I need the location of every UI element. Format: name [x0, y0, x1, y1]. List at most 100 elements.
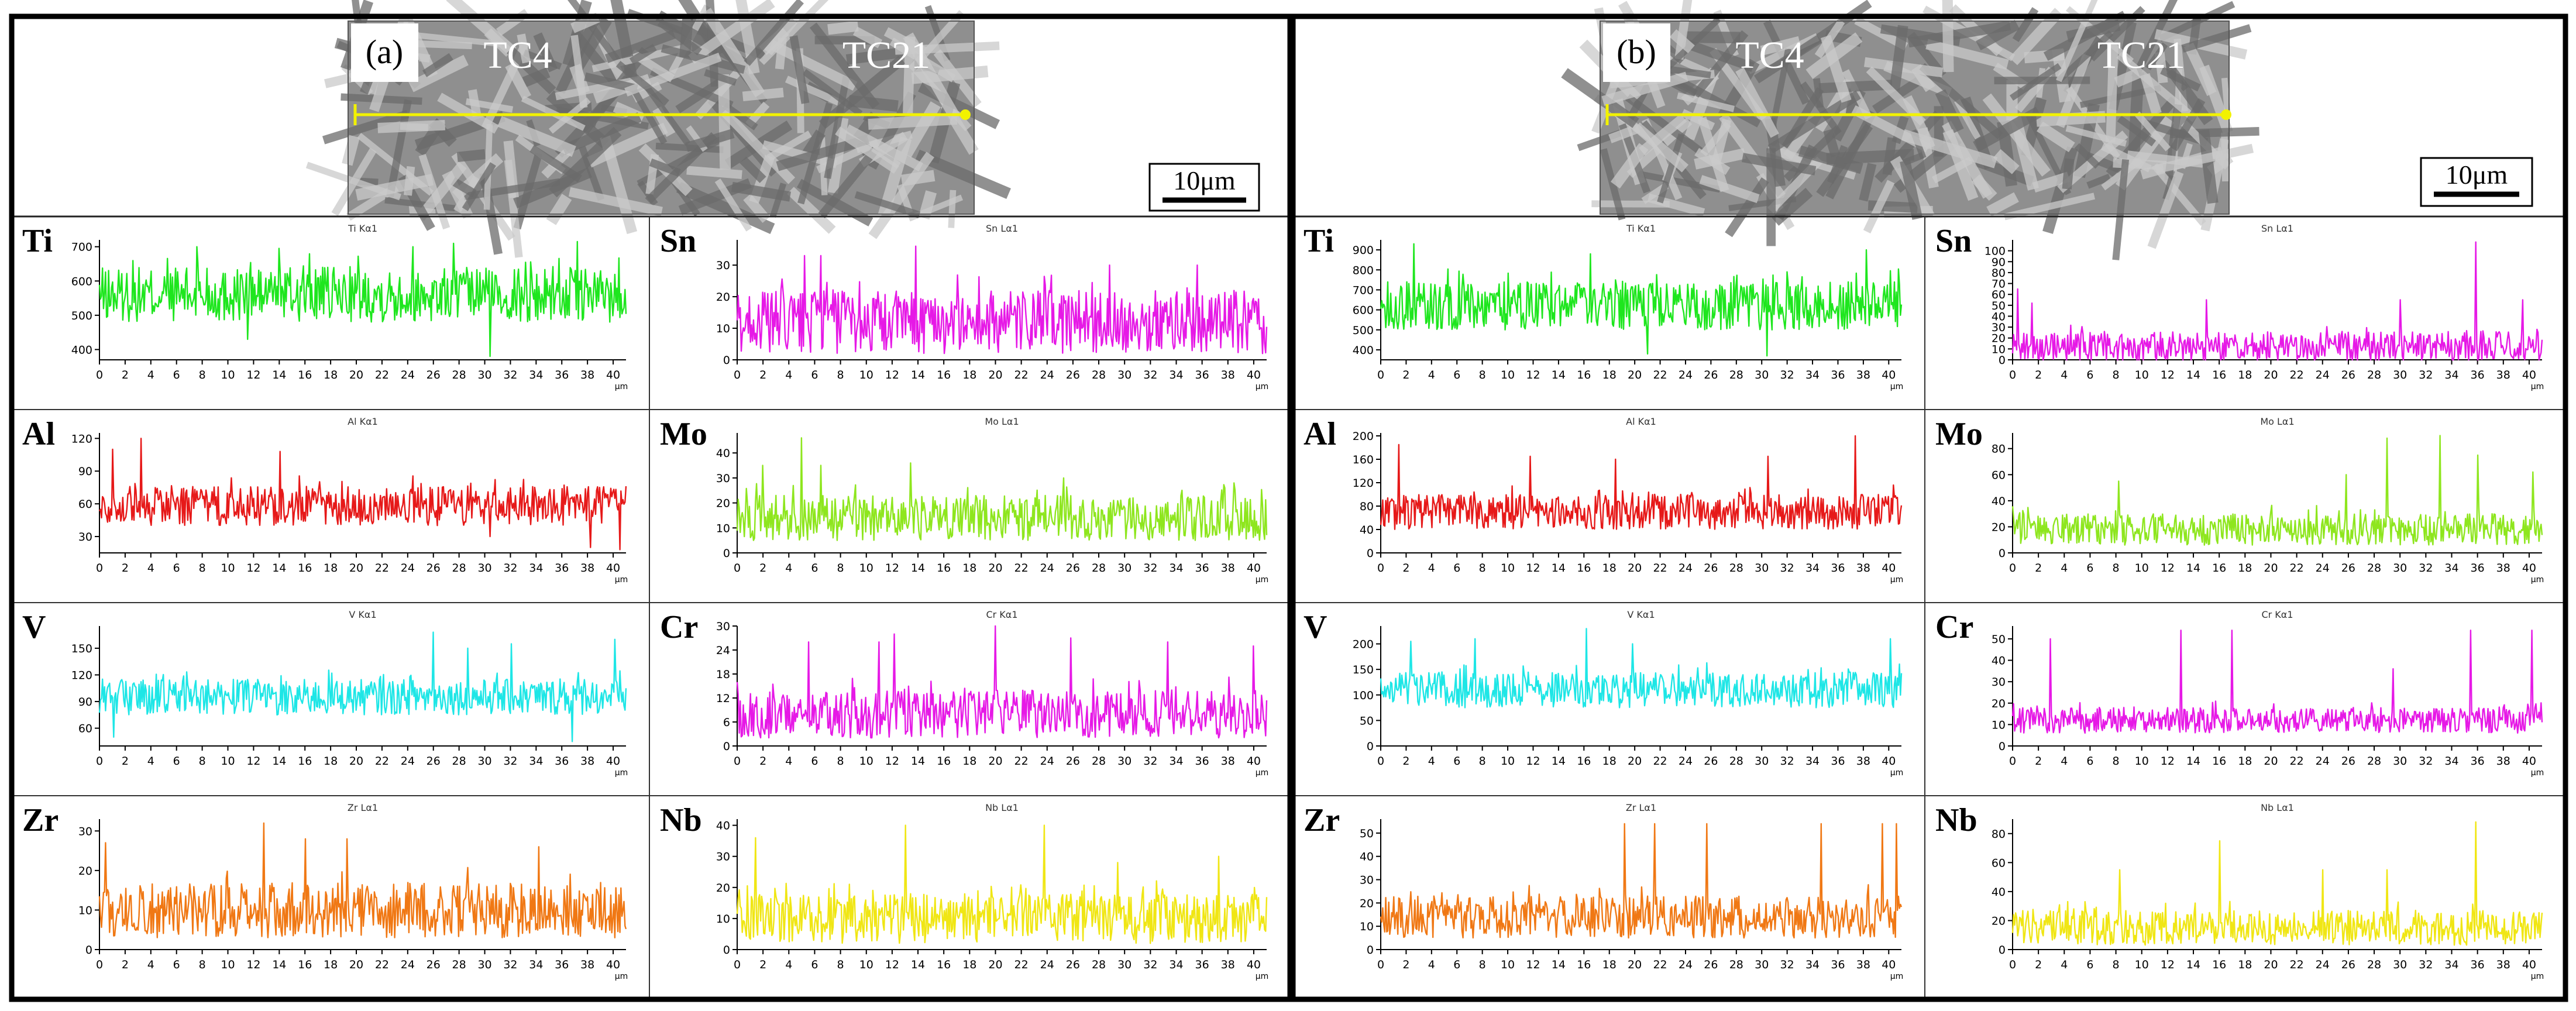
x-tick-label: 28: [1092, 369, 1106, 381]
y-tick-label: 30: [1992, 676, 2006, 689]
x-tick-label: 26: [1704, 755, 1718, 768]
x-tick-label: 30: [477, 958, 491, 971]
x-tick-label: 14: [911, 562, 925, 575]
x-tick-label: 14: [1552, 958, 1566, 971]
x-tick-label: 40: [1247, 958, 1261, 971]
y-tick-label: 20: [1360, 897, 1374, 910]
x-tick-label: 38: [2496, 755, 2510, 768]
x-tick-label: 30: [1117, 958, 1131, 971]
x-tick-label: 16: [937, 369, 951, 381]
x-tick-label: 4: [785, 755, 792, 768]
x-tick-label: 4: [2061, 755, 2068, 768]
scale-bar-box: [1148, 163, 1260, 212]
x-tick-label: 32: [1143, 958, 1157, 971]
sem-micrograph: [305, 0, 1011, 258]
x-tick-label: 28: [1729, 755, 1743, 768]
x-tick-label: 2: [759, 958, 766, 971]
x-tick-label: 2: [1402, 755, 1409, 768]
y-tick-label: 500: [1353, 324, 1374, 337]
y-tick-label: 40: [1360, 524, 1374, 537]
x-tick-label: 10: [859, 369, 873, 381]
scale-bar-label: 10μm: [2446, 160, 2508, 190]
line-scan-end-marker: [960, 109, 971, 120]
line-scan-end-marker: [2221, 109, 2231, 120]
y-tick-label: 10: [1992, 718, 2006, 731]
series-line-Al: [98, 438, 627, 551]
x-tick-label: 6: [2086, 562, 2093, 575]
x-tick-label: 38: [1221, 755, 1235, 768]
x-tick-label: 6: [173, 755, 180, 768]
y-tick-label: 0: [723, 944, 730, 957]
x-tick-label: 22: [1014, 562, 1029, 575]
y-tick-label: 40: [716, 447, 730, 460]
y-tick-label: 30: [716, 472, 730, 485]
x-tick-label: 12: [885, 755, 899, 768]
x-tick-label: 2: [2035, 562, 2042, 575]
x-tick-label: 2: [2035, 755, 2042, 768]
x-tick-label: 36: [555, 755, 569, 768]
y-tick-label: 400: [71, 343, 92, 356]
x-tick-label: 22: [1653, 958, 1667, 971]
x-tick-label: 8: [199, 369, 206, 381]
x-unit-label: μm: [1256, 575, 1269, 584]
x-tick-label: 40: [2522, 958, 2536, 971]
y-tick-label: 90: [78, 696, 92, 709]
x-tick-label: 40: [1882, 755, 1896, 768]
y-tick-label: 60: [1992, 857, 2006, 869]
element-label: Mo: [660, 416, 707, 452]
chart-title: Ti Kα1: [1626, 223, 1656, 234]
y-tick-label: 40: [1992, 310, 2006, 323]
panel-label-box: [351, 23, 418, 82]
x-tick-label: 8: [1479, 755, 1486, 768]
x-tick-label: 14: [1552, 562, 1566, 575]
x-tick-label: 40: [606, 755, 620, 768]
panel-border: [9, 13, 1293, 1002]
x-tick-label: 18: [962, 369, 976, 381]
x-tick-label: 30: [1755, 562, 1769, 575]
x-tick-label: 22: [375, 958, 389, 971]
x-tick-label: 14: [911, 755, 925, 768]
x-tick-label: 34: [2444, 958, 2458, 971]
x-tick-label: 36: [1831, 755, 1845, 768]
x-tick-label: 0: [734, 755, 741, 768]
x-tick-label: 36: [1195, 958, 1209, 971]
y-tick-label: 18: [716, 668, 730, 681]
x-tick-label: 18: [2238, 369, 2252, 381]
x-tick-label: 20: [349, 755, 363, 768]
y-tick-label: 60: [78, 723, 92, 735]
x-tick-label: 2: [759, 755, 766, 768]
x-tick-label: 32: [503, 369, 517, 381]
x-tick-label: 8: [1479, 958, 1486, 971]
y-tick-label: 0: [723, 354, 730, 367]
y-tick-label: 30: [716, 259, 730, 272]
scale-bar-label: 10μm: [1173, 166, 1236, 195]
chart-title: V Kα1: [349, 609, 376, 620]
x-tick-label: 24: [401, 369, 415, 381]
x-tick-label: 30: [477, 562, 491, 575]
series-line-Sn: [736, 245, 1268, 355]
y-tick-label: 0: [1999, 547, 2006, 560]
x-tick-label: 20: [988, 958, 1002, 971]
x-tick-label: 4: [1428, 755, 1435, 768]
x-tick-label: 10: [2135, 958, 2149, 971]
y-tick-label: 0: [723, 547, 730, 560]
series-line-Nb: [736, 824, 1268, 944]
y-tick-label: 20: [716, 497, 730, 510]
x-tick-label: 32: [2419, 958, 2433, 971]
x-tick-label: 12: [1526, 369, 1540, 381]
element-label: Sn: [660, 223, 696, 259]
element-label: Ti: [1304, 223, 1334, 259]
scale-bar-box: [2420, 157, 2533, 207]
y-tick-label: 500: [71, 310, 92, 322]
chart-title: Nb Lα1: [2261, 802, 2294, 813]
x-tick-label: 8: [837, 958, 844, 971]
x-tick-label: 20: [1628, 755, 1642, 768]
x-tick-label: 32: [1780, 755, 1794, 768]
x-unit-label: μm: [1890, 575, 1904, 584]
x-tick-label: 34: [1169, 958, 1183, 971]
x-tick-label: 16: [298, 562, 312, 575]
x-tick-label: 4: [2061, 369, 2068, 381]
x-tick-label: 24: [1040, 958, 1054, 971]
